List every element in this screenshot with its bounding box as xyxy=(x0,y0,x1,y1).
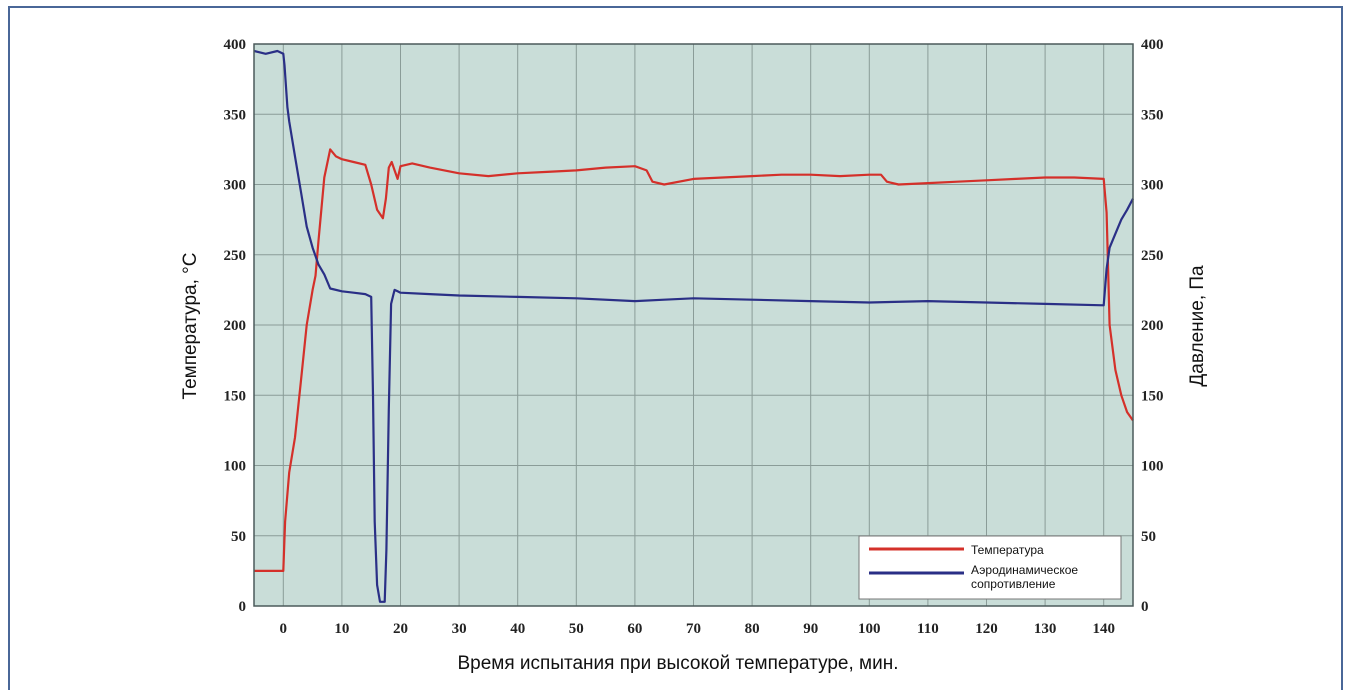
y2-tick-label: 200 xyxy=(1141,318,1164,334)
legend-label-temperature: Температура xyxy=(971,543,1044,557)
y2-tick-label: 0 xyxy=(1141,599,1149,615)
y-tick-label: 0 xyxy=(239,599,247,615)
x-tick-label: 110 xyxy=(917,621,939,637)
y2-tick-label: 100 xyxy=(1141,459,1164,475)
x-ticks: 0 10 20 30 40 50 60 70 80 90 100 110 120 130 140 xyxy=(280,621,1115,637)
y-tick-label: 100 xyxy=(224,459,247,475)
y-tick-label: 50 xyxy=(231,529,246,545)
x-tick-label: 120 xyxy=(975,621,998,637)
y-ticks: 0 50 100 150 200 250 300 350 400 xyxy=(224,37,247,615)
x-tick-label: 140 xyxy=(1092,621,1115,637)
x-tick-label: 50 xyxy=(569,621,584,637)
y2-tick-label: 250 xyxy=(1141,248,1164,264)
y-tick-label: 400 xyxy=(224,37,247,53)
series-group xyxy=(253,49,1134,603)
y2-tick-label: 50 xyxy=(1141,529,1156,545)
x-tick-label: 10 xyxy=(334,621,349,637)
legend-box xyxy=(858,535,1122,600)
y2-tick-label: 150 xyxy=(1141,388,1164,404)
y-tick-label: 150 xyxy=(224,388,247,404)
pressure-line xyxy=(253,49,1134,603)
y-tick-label: 200 xyxy=(224,318,247,334)
y2-tick-label: 300 xyxy=(1141,178,1164,194)
x-tick-label: 40 xyxy=(510,621,525,637)
y2-tick-label: 400 xyxy=(1141,37,1164,53)
y-tick-label: 250 xyxy=(224,248,247,264)
temperature-line xyxy=(254,148,1134,573)
x-tick-label: 30 xyxy=(452,621,467,637)
y-tick-label: 350 xyxy=(224,107,247,123)
chart-frame xyxy=(8,6,1343,690)
x-tick-label: 100 xyxy=(858,621,881,637)
y-tick-label: 300 xyxy=(224,178,247,194)
x-tick-label: 0 xyxy=(280,621,288,637)
x-tick-label: 20 xyxy=(393,621,408,637)
x-tick-label: 70 xyxy=(686,621,701,637)
y-axis-title: Температура, °C xyxy=(180,253,201,400)
legend-label-pressure: Аэродинамическое сопротивление xyxy=(971,563,1081,591)
legend: Температура Аэродинамическое сопротивлен… xyxy=(858,535,1122,600)
x-tick-label: 90 xyxy=(803,621,818,637)
grid xyxy=(254,43,1133,607)
y2-tick-label: 350 xyxy=(1141,107,1164,123)
x-tick-label: 130 xyxy=(1034,621,1057,637)
x-tick-label: 80 xyxy=(745,621,760,637)
x-tick-label: 60 xyxy=(627,621,642,637)
plot-border xyxy=(253,43,1134,607)
y2-ticks: 0 50 100 150 200 250 300 350 400 xyxy=(1141,37,1164,615)
y2-axis-title: Давление, Па xyxy=(1187,265,1208,387)
x-axis-title: Время испытания при высокой температуре,… xyxy=(457,653,898,674)
